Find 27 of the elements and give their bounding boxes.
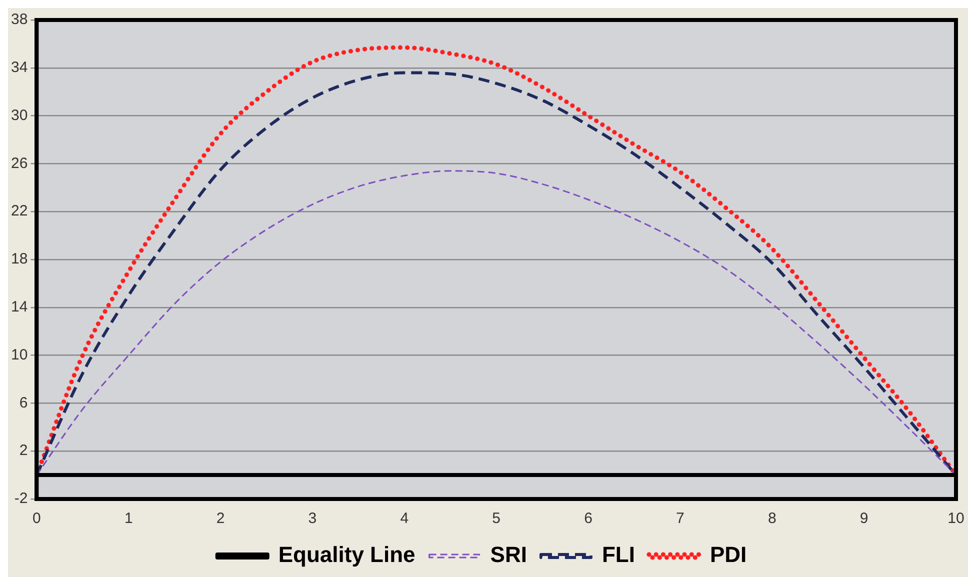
legend-label: SRI (490, 542, 527, 568)
x-tick-label: 4 (400, 510, 409, 528)
y-tick-label: 2 (19, 442, 28, 460)
legend-label: PDI (710, 542, 747, 568)
y-tick-label: 30 (10, 106, 28, 124)
x-tick-label: 5 (492, 510, 501, 528)
line-series (36, 170, 956, 476)
x-tick-label: 6 (584, 510, 592, 528)
y-tick-label: 10 (10, 346, 28, 364)
y-tick-label: 18 (10, 250, 28, 268)
x-tick-label: 10 (948, 510, 964, 528)
y-tick-label: -2 (14, 490, 28, 508)
y-tick-label: 26 (10, 154, 28, 172)
legend-label: FLI (602, 542, 635, 568)
x-tick-label: 1 (124, 510, 133, 528)
y-tick-label: 14 (10, 298, 28, 316)
x-tick-label: 2 (216, 510, 225, 528)
legend-label: Equality Line (278, 542, 416, 568)
y-tick-label: 38 (10, 11, 28, 28)
y-tick-label: 6 (19, 394, 28, 412)
x-tick-label: 8 (768, 510, 776, 528)
x-tick-label: 7 (676, 510, 684, 528)
x-tick-label: 9 (860, 510, 868, 528)
y-tick-label: 22 (10, 202, 28, 220)
x-tick-label: 3 (308, 510, 317, 528)
x-tick-label: 0 (32, 510, 41, 528)
y-tick-label: 34 (10, 59, 28, 76)
